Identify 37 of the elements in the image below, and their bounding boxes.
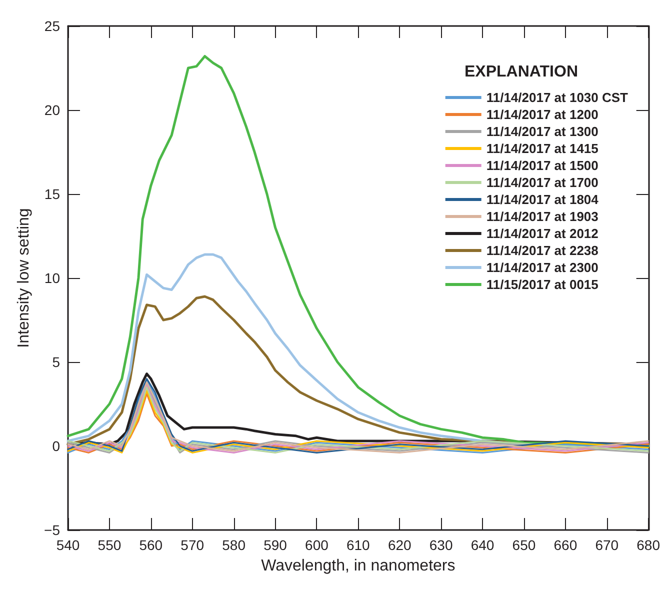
x-tick-label: 650 [512, 537, 536, 553]
legend-label: 11/14/2017 at 2012 [486, 226, 598, 241]
legend-label: 11/14/2017 at 1200 [486, 107, 598, 122]
x-tick-label: 580 [222, 537, 246, 553]
x-tick-label: 550 [98, 537, 122, 553]
y-tick-label: 25 [44, 18, 60, 34]
x-axis-title: Wavelength, in nanometers [261, 558, 456, 574]
x-tick-label: 540 [56, 537, 80, 553]
x-tick-label: 590 [264, 537, 288, 553]
x-tick-label: 640 [470, 537, 494, 553]
y-tick-label: 20 [44, 102, 60, 118]
legend-label: 11/14/2017 at 1300 [486, 124, 598, 139]
legend-label: 11/14/2017 at 1700 [486, 175, 598, 190]
legend-label: 11/14/2017 at 1415 [486, 141, 598, 156]
legend-title: EXPLANATION [464, 64, 578, 80]
y-tick-label: 5 [52, 354, 60, 370]
legend-label: 11/14/2017 at 1804 [486, 192, 600, 207]
x-tick-label: 610 [346, 537, 370, 553]
x-tick-label: 670 [595, 537, 619, 553]
x-tick-label: 680 [636, 537, 660, 553]
legend-label: 11/14/2017 at 2300 [486, 260, 598, 275]
y-axis-title: Intensity low setting [16, 208, 32, 348]
legend-label: 11/14/2017 at 1030 CST [486, 90, 628, 105]
x-tick-label: 560 [139, 537, 163, 553]
y-tick-label: −5 [44, 522, 60, 538]
legend-label: 11/15/2017 at 0015 [486, 277, 598, 292]
y-tick-label: 15 [44, 186, 60, 202]
x-tick-label: 620 [388, 537, 412, 553]
legend-label: 11/14/2017 at 1500 [486, 158, 598, 173]
x-tick-label: 600 [305, 537, 329, 553]
x-tick-label: 630 [429, 537, 453, 553]
y-tick-label: 0 [52, 438, 60, 454]
x-tick-label: 570 [180, 537, 204, 553]
legend-label: 11/14/2017 at 2238 [486, 243, 598, 258]
legend-label: 11/14/2017 at 1903 [486, 209, 598, 224]
x-tick-label: 660 [554, 537, 578, 553]
y-tick-label: 10 [44, 270, 60, 286]
